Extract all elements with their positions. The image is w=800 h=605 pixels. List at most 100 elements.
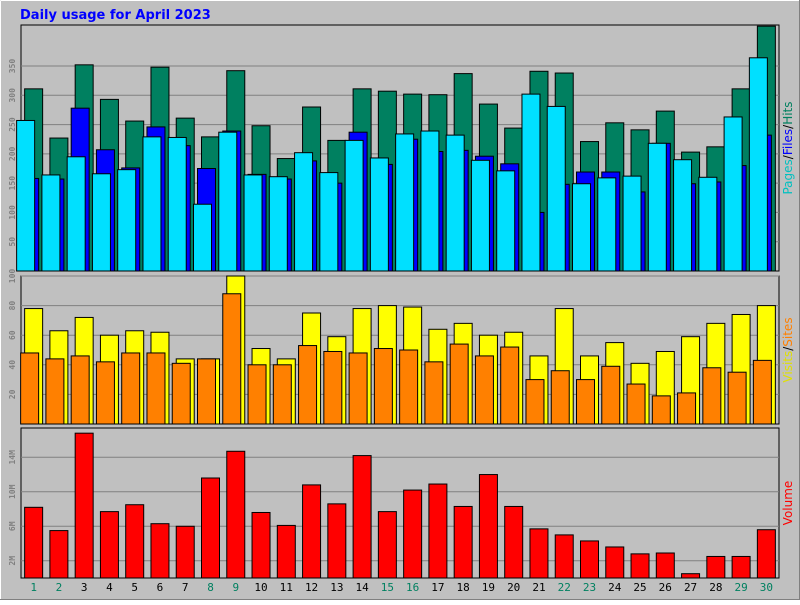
visits-bar-sites-day-22 <box>550 370 570 425</box>
visits-y-tick-label: 80 <box>8 301 17 311</box>
visits-bar-sites-day-3 <box>70 355 90 425</box>
hits-series-label: Pages/Files/Hits <box>781 101 795 194</box>
volume-y-tick-label: 6M <box>8 521 17 531</box>
hits-bar-pages-day-20 <box>496 170 516 272</box>
x-tick-label-day-10: 10 <box>254 581 267 594</box>
hits-bar-pages-day-11 <box>268 176 288 272</box>
volume-bar-volume-day-16 <box>403 489 423 579</box>
x-tick-label-day-22: 22 <box>558 581 571 594</box>
volume-bar-volume-day-3 <box>74 432 94 579</box>
hits-bar-pages-day-22 <box>546 105 566 272</box>
visits-y-tick-label: 100 <box>8 269 17 284</box>
x-tick-label-day-27: 27 <box>684 581 697 594</box>
x-tick-label-day-5: 5 <box>131 581 138 594</box>
hits-bar-pages-day-12 <box>294 152 314 272</box>
hits-bar-pages-day-7 <box>167 136 187 272</box>
x-tick-label-day-1: 1 <box>30 581 37 594</box>
hits-y-tick-label: 350 <box>8 59 17 74</box>
visits-bar-sites-day-27 <box>677 392 697 425</box>
x-tick-label-day-8: 8 <box>207 581 214 594</box>
x-tick-label-day-7: 7 <box>182 581 189 594</box>
hits-bar-pages-day-4 <box>91 173 111 272</box>
volume-plot-area <box>20 427 780 579</box>
x-tick-label-day-14: 14 <box>355 581 369 594</box>
volume-bar-volume-day-28 <box>706 555 726 579</box>
hits-bar-pages-day-21 <box>521 93 541 272</box>
volume-bar-volume-day-8 <box>201 477 220 579</box>
visits-bar-sites-day-28 <box>702 367 722 425</box>
visits-bar-sites-day-7 <box>171 362 191 425</box>
visits-bar-sites-day-29 <box>727 371 747 425</box>
hits-bar-pages-day-27 <box>673 159 693 272</box>
hits-bar-pages-day-19 <box>470 159 490 272</box>
hits-bar-pages-day-10 <box>243 174 263 272</box>
visits-bar-sites-day-2 <box>45 358 65 425</box>
x-tick-label-day-25: 25 <box>633 581 646 594</box>
x-tick-label-day-2: 2 <box>56 581 63 594</box>
volume-y-tick-label: 14M <box>8 450 17 465</box>
hits-bar-pages-day-14 <box>344 139 364 272</box>
volume-y-tick-label: 10M <box>8 484 17 499</box>
visits-bar-sites-day-13 <box>323 350 343 425</box>
volume-series-label: Volume <box>781 481 795 526</box>
visits-bar-sites-day-17 <box>424 361 444 425</box>
volume-bar-volume-day-19 <box>478 474 498 579</box>
hits-bar-pages-day-24 <box>597 177 617 272</box>
hits-series-label-part-2: Files <box>781 129 795 155</box>
visits-y-tick-label: 60 <box>8 330 17 340</box>
hits-y-tick-label: 250 <box>8 117 17 132</box>
x-tick-label-day-21: 21 <box>532 581 545 594</box>
hits-bar-pages-day-1 <box>16 119 36 272</box>
visits-bar-sites-day-14 <box>348 352 368 425</box>
x-tick-label-day-12: 12 <box>305 581 318 594</box>
x-tick-label-day-15: 15 <box>381 581 394 594</box>
x-tick-label-day-30: 30 <box>760 581 773 594</box>
visits-bar-sites-day-6 <box>146 352 166 425</box>
volume-bar-volume-day-20 <box>504 505 524 579</box>
x-tick-label-day-18: 18 <box>457 581 470 594</box>
hits-bar-pages-day-25 <box>622 175 642 272</box>
x-tick-label-day-6: 6 <box>157 581 164 594</box>
hits-y-tick-label: 200 <box>8 146 17 161</box>
volume-bar-volume-day-14 <box>352 455 372 579</box>
volume-series-label-part-0: Volume <box>781 481 795 526</box>
visits-bar-sites-day-10 <box>247 364 267 425</box>
hits-bar-pages-day-23 <box>572 183 591 272</box>
hits-bar-pages-day-16 <box>395 133 415 272</box>
volume-y-tick-label: 2M <box>8 556 17 566</box>
volume-bar-volume-day-11 <box>276 524 296 579</box>
hits-bar-pages-day-2 <box>41 174 61 272</box>
volume-bar-volume-day-25 <box>630 553 650 579</box>
visits-series-label-part-0: Visits <box>781 351 795 383</box>
volume-bar-volume-day-29 <box>731 555 751 579</box>
x-tick-label-day-26: 26 <box>659 581 672 594</box>
hits-bar-pages-day-5 <box>117 169 137 272</box>
volume-bar-volume-day-9 <box>226 450 246 579</box>
hits-bar-pages-day-26 <box>647 142 667 272</box>
visits-series-label-part-2: Sites <box>781 317 795 346</box>
hits-bar-pages-day-15 <box>369 157 389 272</box>
x-tick-label-day-9: 9 <box>232 581 239 594</box>
x-tick-label-day-16: 16 <box>406 581 419 594</box>
visits-bar-sites-day-18 <box>449 343 469 425</box>
x-tick-label-day-29: 29 <box>734 581 747 594</box>
x-tick-label-day-20: 20 <box>507 581 520 594</box>
visits-bar-sites-day-16 <box>399 349 419 425</box>
x-tick-label-day-19: 19 <box>482 581 495 594</box>
hits-y-tick-label: 150 <box>8 176 17 191</box>
volume-bar-volume-day-1 <box>24 506 44 579</box>
hits-y-tick-label: 100 <box>8 205 17 220</box>
visits-y-tick-label: 20 <box>8 389 17 399</box>
visits-bar-sites-day-1 <box>20 352 40 425</box>
x-tick-label-day-11: 11 <box>280 581 293 594</box>
volume-bar-volume-day-21 <box>529 528 549 579</box>
volume-bar-volume-day-23 <box>580 540 599 579</box>
volume-bar-volume-day-4 <box>99 511 119 579</box>
visits-bar-sites-day-21 <box>525 379 545 425</box>
volume-bar-volume-day-30 <box>756 529 776 579</box>
visits-bar-sites-day-26 <box>651 395 671 425</box>
hits-bar-pages-day-8 <box>193 203 212 272</box>
x-tick-label-day-3: 3 <box>81 581 88 594</box>
visits-y-tick-label: 40 <box>8 360 17 370</box>
